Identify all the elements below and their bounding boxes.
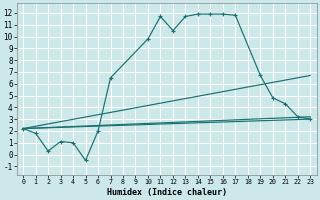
X-axis label: Humidex (Indice chaleur): Humidex (Indice chaleur) — [107, 188, 227, 197]
